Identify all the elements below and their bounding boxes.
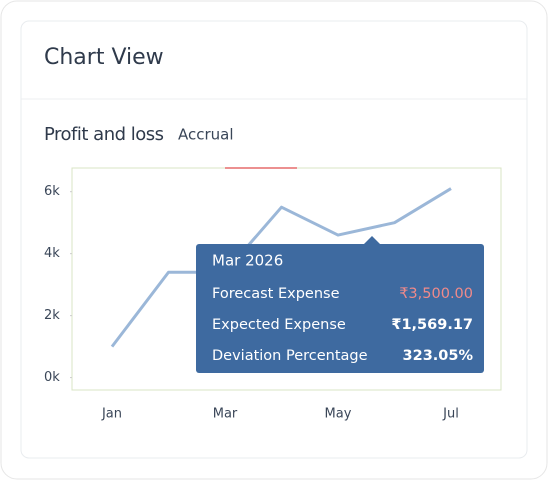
tooltip-title: Mar 2026 bbox=[212, 252, 283, 270]
y-tick-label: 0k bbox=[44, 370, 60, 385]
tooltip-label: Expected Expense bbox=[212, 317, 346, 333]
series-line bbox=[110, 187, 452, 348]
chart-subtitle: Accrual bbox=[178, 126, 234, 144]
chart-title: Profit and loss bbox=[44, 124, 164, 145]
card bbox=[20, 20, 528, 459]
tooltip-label: Forecast Expense bbox=[212, 286, 340, 302]
plot: 0k 2k 4k 6k Jan Mar May Jul bbox=[44, 184, 459, 421]
tooltip-box bbox=[196, 244, 484, 373]
tooltip-arrow bbox=[364, 236, 380, 244]
x-tick-label: Mar bbox=[213, 407, 238, 422]
tooltip-value: ₹1,569.17 bbox=[391, 317, 473, 333]
y-tick-label: 4k bbox=[44, 246, 60, 261]
x-tick-label: Jan bbox=[101, 407, 122, 422]
y-tick-label: 6k bbox=[44, 184, 60, 199]
x-tick-label: May bbox=[325, 407, 352, 422]
tooltip-value: ₹3,500.00 bbox=[399, 286, 473, 302]
tooltip-label: Deviation Percentage bbox=[212, 348, 368, 364]
tooltip-value: 323.05% bbox=[403, 348, 474, 364]
card-title: Chart View bbox=[44, 45, 164, 70]
tooltip: Mar 2026 Forecast Expense ₹3,500.00 Expect… bbox=[196, 236, 484, 373]
x-tick-label: Jul bbox=[442, 407, 459, 422]
y-tick-label: 2k bbox=[44, 308, 60, 323]
